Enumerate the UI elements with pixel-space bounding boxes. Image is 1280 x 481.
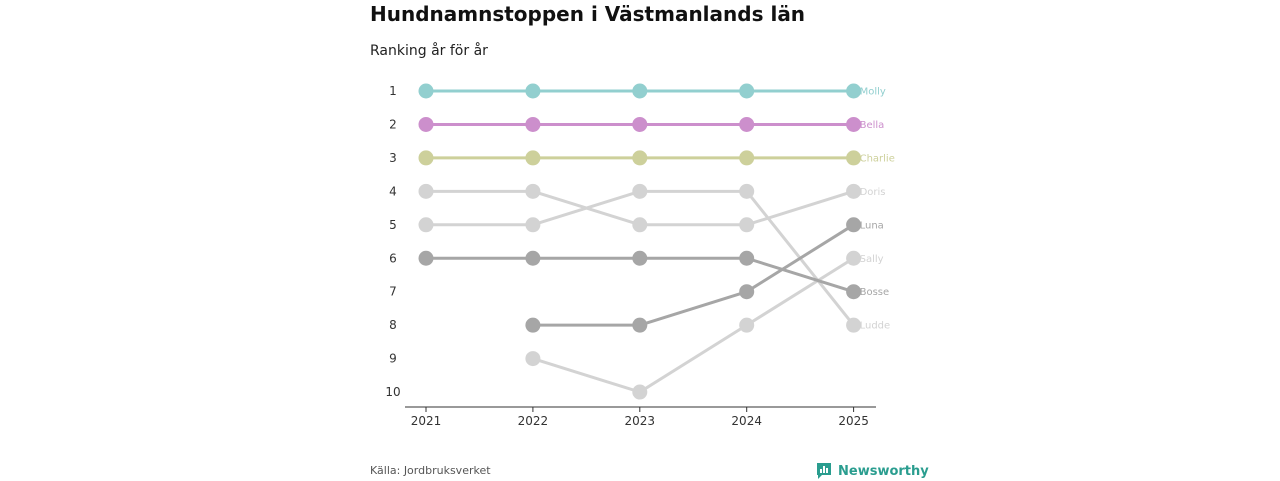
brand-name: Newsworthy [838,463,929,479]
data-point-bella [846,116,862,132]
y-tick-label: 1 [389,84,397,98]
data-point-molly [739,83,755,99]
data-point-bosse [739,250,755,266]
series-label-ludde: Ludde [860,321,891,332]
source-note: Källa: Jordbruksverket [370,464,491,477]
series-label-sally: Sally [860,254,884,265]
data-point-doris [525,183,541,199]
data-point-doris [632,217,648,233]
series-label-luna: Luna [860,220,884,231]
y-tick-label: 10 [385,385,400,399]
data-point-sally [632,384,648,400]
x-tick-label: 2022 [518,414,549,428]
data-point-bella [632,116,648,132]
data-point-charlie [525,150,541,166]
data-point-molly [418,83,434,99]
chart-subtitle: Ranking år för år [370,43,488,59]
series-label-charlie: Charlie [860,153,895,164]
data-point-luna [846,217,862,233]
data-point-sally [846,250,862,266]
series-label-bosse: Bosse [860,287,890,298]
data-point-doris [846,183,862,199]
series-label-doris: Doris [860,187,886,198]
data-point-luna [739,284,755,300]
x-tick-label: 2023 [625,414,656,428]
y-tick-label: 7 [389,285,397,299]
data-point-bella [418,116,434,132]
y-tick-label: 8 [389,318,397,332]
data-point-ludde [846,317,862,333]
y-tick-label: 3 [389,151,397,165]
x-tick-label: 2024 [731,414,762,428]
data-point-charlie [739,150,755,166]
y-tick-label: 9 [389,352,397,366]
y-tick-label: 4 [389,184,397,198]
data-point-bella [739,116,755,132]
brand[interactable]: Newsworthy [816,461,929,481]
data-point-bosse [846,284,862,300]
series-label-bella: Bella [860,120,885,131]
data-point-charlie [418,150,434,166]
series-line-sally [531,256,856,394]
y-tick-label: 6 [389,251,397,265]
chart-title: Hundnamnstoppen i Västmanlands län [370,2,806,26]
data-point-molly [632,83,648,99]
data-point-bosse [525,250,541,266]
data-point-doris [418,183,434,199]
data-point-charlie [846,150,862,166]
y-tick-label: 2 [389,117,397,131]
x-tick-label: 2021 [411,414,442,428]
data-point-sally [739,317,755,333]
series-line-luna [531,223,856,327]
data-point-doris [739,217,755,233]
data-point-ludde [632,183,648,199]
data-point-molly [525,83,541,99]
data-point-bosse [418,250,434,266]
y-tick-label: 5 [389,218,397,232]
data-point-ludde [739,183,755,199]
data-point-ludde [525,217,541,233]
data-point-bella [525,116,541,132]
data-point-bosse [632,250,648,266]
data-point-molly [846,83,862,99]
data-point-luna [632,317,648,333]
data-point-luna [525,317,541,333]
x-tick-label: 2025 [838,414,869,428]
series-label-molly: Molly [860,87,886,98]
data-point-charlie [632,150,648,166]
bar-chart-logo-icon [817,463,831,479]
data-point-sally [525,351,541,367]
data-point-ludde [418,217,434,233]
